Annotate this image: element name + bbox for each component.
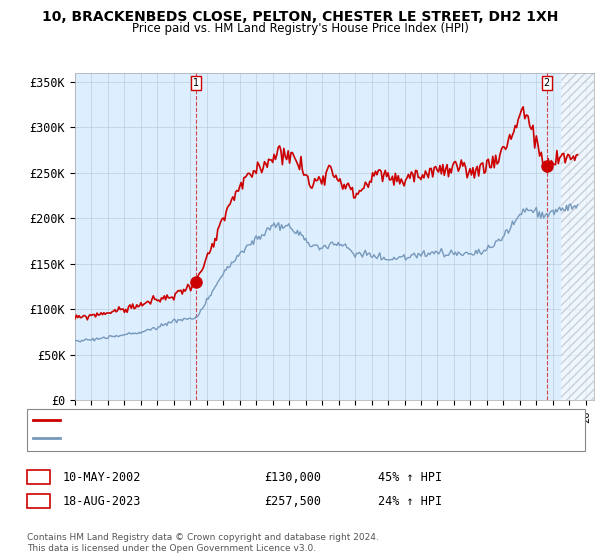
Text: HPI: Average price, detached house, County Durham: HPI: Average price, detached house, Coun… — [66, 433, 329, 443]
Text: 1: 1 — [193, 78, 199, 88]
Text: 10-MAY-2002: 10-MAY-2002 — [63, 470, 142, 484]
Text: 18-AUG-2023: 18-AUG-2023 — [63, 494, 142, 508]
Bar — [561, 73, 600, 400]
Bar — [561, 73, 600, 400]
Text: Contains HM Land Registry data © Crown copyright and database right 2024.
This d: Contains HM Land Registry data © Crown c… — [27, 533, 379, 553]
Text: 10, BRACKENBEDS CLOSE, PELTON, CHESTER LE STREET, DH2 1XH: 10, BRACKENBEDS CLOSE, PELTON, CHESTER L… — [42, 10, 558, 24]
Text: 2: 2 — [544, 78, 550, 88]
Text: 2: 2 — [35, 494, 42, 508]
Text: £130,000: £130,000 — [264, 470, 321, 484]
Text: £257,500: £257,500 — [264, 494, 321, 508]
Text: 24% ↑ HPI: 24% ↑ HPI — [378, 494, 442, 508]
Text: 10, BRACKENBEDS CLOSE, PELTON, CHESTER LE STREET, DH2 1XH (detached house): 10, BRACKENBEDS CLOSE, PELTON, CHESTER L… — [66, 415, 489, 424]
Text: 1: 1 — [35, 470, 42, 484]
Text: Price paid vs. HM Land Registry's House Price Index (HPI): Price paid vs. HM Land Registry's House … — [131, 22, 469, 35]
Text: 45% ↑ HPI: 45% ↑ HPI — [378, 470, 442, 484]
